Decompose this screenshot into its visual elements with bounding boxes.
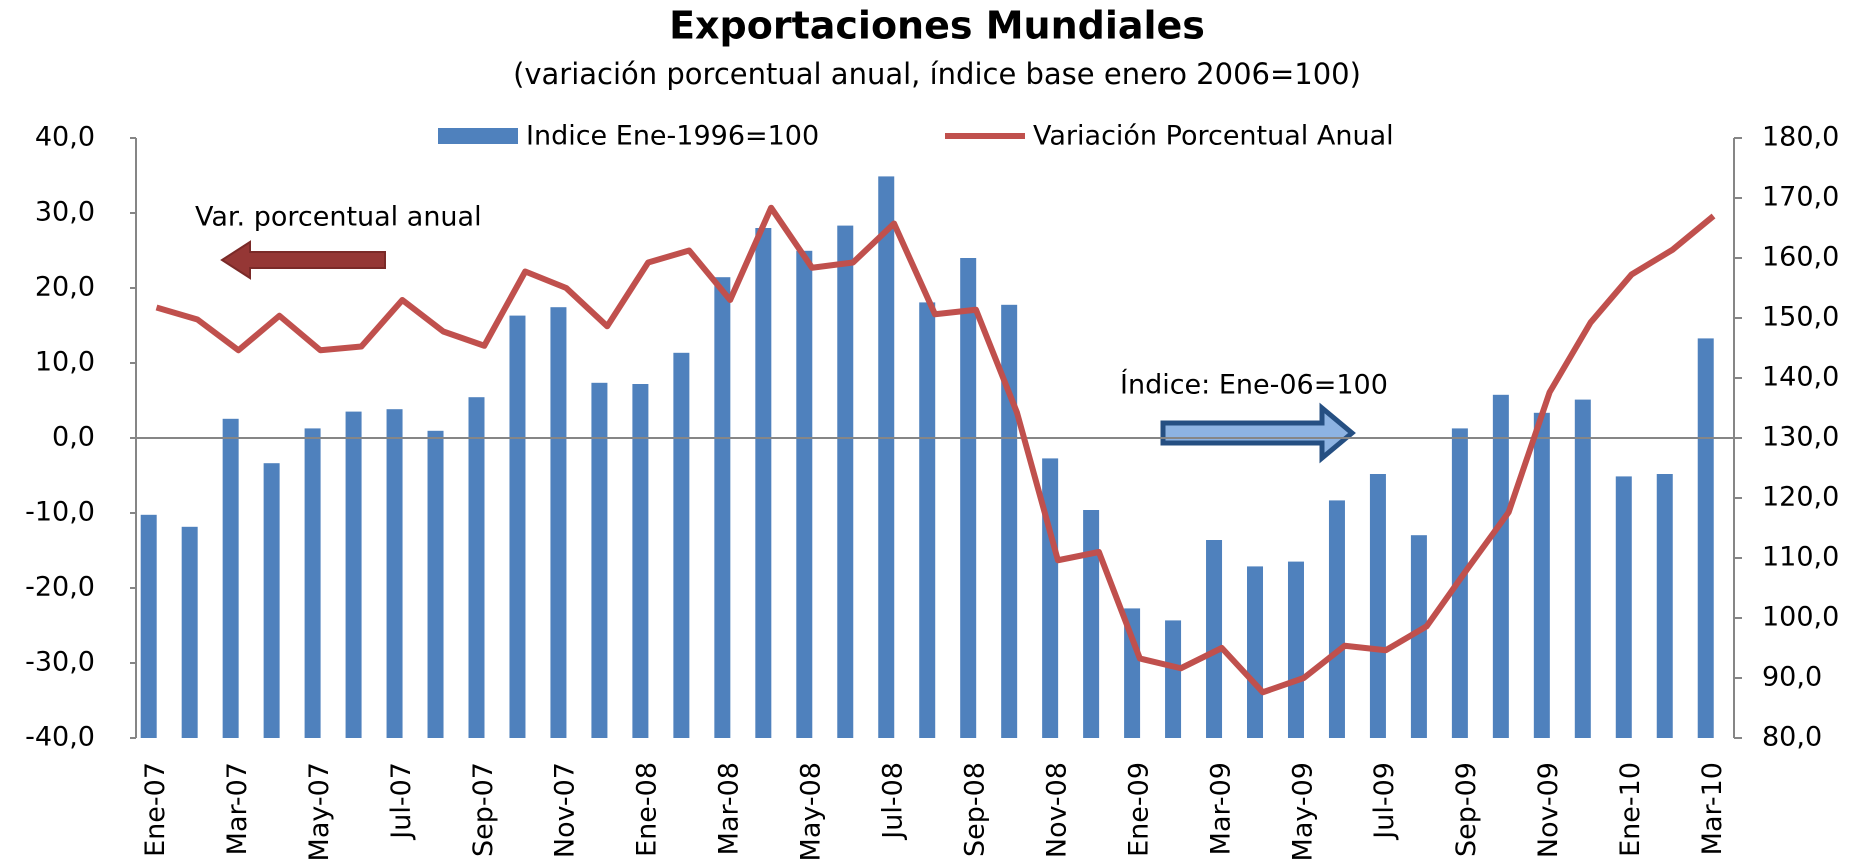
x-tick-label: Mar-07 xyxy=(222,762,253,855)
bar xyxy=(1574,399,1591,738)
x-tick-label: May-07 xyxy=(304,762,335,861)
x-tick-label: Jul-07 xyxy=(386,762,417,841)
annotation-arrow xyxy=(220,240,386,280)
bar xyxy=(878,176,895,738)
bar xyxy=(427,430,444,738)
y-tick-label: 20,0 xyxy=(35,272,95,303)
bar xyxy=(1533,412,1550,738)
bar xyxy=(714,277,731,738)
bar xyxy=(1492,394,1509,738)
x-tick-label: Jul-09 xyxy=(1369,762,1400,841)
y-tick-label: 0,0 xyxy=(52,422,95,453)
bar xyxy=(1206,540,1223,738)
bar xyxy=(1001,304,1018,738)
bar xyxy=(1165,620,1182,738)
bar xyxy=(837,225,854,739)
y2-tick-label: 80,0 xyxy=(1762,722,1822,753)
x-tick-label: Nov-08 xyxy=(1041,762,1072,858)
bar xyxy=(1656,474,1673,738)
x-tick-label: Sep-07 xyxy=(468,762,499,857)
chart-subtitle: (variación porcentual anual, índice base… xyxy=(513,57,1361,91)
bar xyxy=(345,411,362,738)
bar xyxy=(673,352,690,738)
bar xyxy=(468,397,485,738)
bar xyxy=(1410,535,1427,738)
bar xyxy=(1287,561,1304,738)
x-tick-label: May-08 xyxy=(796,762,827,861)
y2-tick-label: 160,0 xyxy=(1762,242,1839,273)
y2-tick-label: 150,0 xyxy=(1762,302,1839,333)
x-tick-label: Ene-10 xyxy=(1615,762,1646,857)
y-tick-label: -10,0 xyxy=(25,497,95,528)
x-tick-label: Sep-08 xyxy=(959,762,990,857)
bar xyxy=(1615,476,1632,738)
x-tick-label: Mar-08 xyxy=(714,762,745,855)
x-tick-label: Ene-08 xyxy=(632,762,663,857)
bar xyxy=(919,302,936,738)
y-tick-label: -40,0 xyxy=(25,722,95,753)
bar xyxy=(755,228,772,738)
x-tick-label: Jul-08 xyxy=(878,762,909,841)
bar xyxy=(796,250,813,739)
y2-tick-label: 100,0 xyxy=(1762,602,1839,633)
bar xyxy=(386,409,403,738)
bar xyxy=(140,514,157,738)
y2-tick-label: 110,0 xyxy=(1762,542,1839,573)
bar xyxy=(1328,500,1345,738)
x-tick-label: Sep-09 xyxy=(1451,762,1482,857)
bar xyxy=(1697,338,1714,738)
y2-tick-label: 170,0 xyxy=(1762,182,1839,213)
y-tick-label: 10,0 xyxy=(35,347,95,378)
legend-swatch xyxy=(438,128,518,144)
bar xyxy=(304,428,321,738)
bar xyxy=(1083,510,1100,738)
y2-tick-label: 120,0 xyxy=(1762,482,1839,513)
y2-tick-label: 180,0 xyxy=(1762,122,1839,153)
bar xyxy=(960,258,977,738)
x-tick-label: May-09 xyxy=(1287,762,1318,861)
x-tick-label: Mar-09 xyxy=(1205,762,1236,855)
y2-tick-label: 130,0 xyxy=(1762,422,1839,453)
bar xyxy=(181,526,198,738)
x-tick-label: Nov-07 xyxy=(550,762,581,858)
legend-label: Indice Ene-1996=100 xyxy=(526,121,819,152)
bar xyxy=(263,463,280,738)
bar xyxy=(509,315,526,738)
y-tick-label: 30,0 xyxy=(35,197,95,228)
y-tick-label: -20,0 xyxy=(25,572,95,603)
legend-label: Variación Porcentual Anual xyxy=(1033,121,1394,152)
y-tick-label: -30,0 xyxy=(25,647,95,678)
bar xyxy=(632,384,649,738)
y2-tick-label: 90,0 xyxy=(1762,662,1822,693)
y-tick-label: 40,0 xyxy=(35,122,95,153)
bar xyxy=(222,418,239,738)
annotation: Índice: Ene-06=100 xyxy=(1120,369,1388,401)
line xyxy=(155,204,1716,696)
bar xyxy=(550,307,567,738)
annotation: Var. porcentual anual xyxy=(195,202,482,233)
x-tick-label: Ene-09 xyxy=(1123,762,1154,857)
y2-tick-label: 140,0 xyxy=(1762,362,1839,393)
x-tick-label: Nov-09 xyxy=(1533,762,1564,858)
bar xyxy=(591,382,608,738)
x-tick-label: Mar-10 xyxy=(1697,762,1728,855)
x-tick-label: Ene-07 xyxy=(140,762,171,857)
bar xyxy=(1247,566,1264,738)
annotation-arrow xyxy=(1160,402,1356,464)
chart-title: Exportaciones Mundiales xyxy=(669,4,1205,48)
bar xyxy=(1042,458,1059,738)
bar xyxy=(1369,474,1386,738)
